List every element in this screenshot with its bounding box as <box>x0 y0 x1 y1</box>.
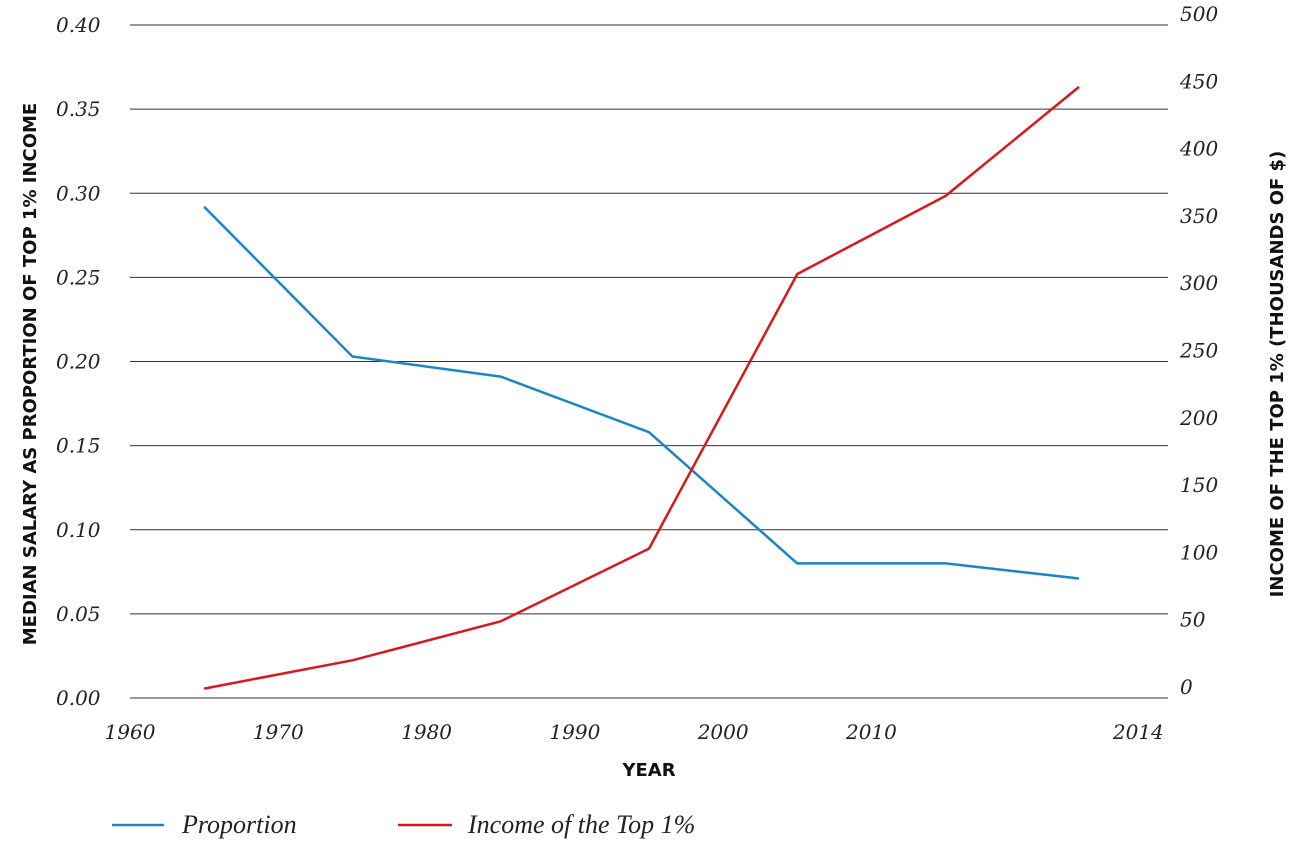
x-tick-label: 1970 <box>253 720 304 744</box>
right-tick-label: 300 <box>1180 271 1218 295</box>
right-tick-label: 200 <box>1179 406 1218 430</box>
left-axis-title: MEDIAN SALARY AS PROPORTION OF TOP 1% IN… <box>20 103 41 645</box>
legend: Proportion Income of the Top 1% <box>112 810 695 839</box>
series-line-income-top-1 <box>203 85 1080 690</box>
left-tick-label: 0.25 <box>56 265 101 289</box>
left-tick-label: 0.40 <box>56 13 101 37</box>
gridlines <box>130 24 1168 699</box>
left-tick-label: 0.20 <box>56 350 101 374</box>
x-axis-ticks: 1960 1970 1980 1990 2000 2010 2014 <box>105 720 1164 744</box>
left-tick-label: 0.00 <box>56 686 101 710</box>
right-tick-label: 250 <box>1179 339 1218 363</box>
right-tick-label: 500 <box>1180 2 1218 26</box>
x-tick-label: 1990 <box>549 720 600 744</box>
left-tick-label: 0.15 <box>56 434 101 458</box>
x-axis-title: YEAR <box>621 760 675 781</box>
x-tick-label: 2010 <box>845 720 897 744</box>
left-tick-label: 0.30 <box>56 181 101 205</box>
legend-label-income: Income of the Top 1% <box>467 810 695 839</box>
right-tick-label: 350 <box>1180 204 1218 228</box>
right-tick-label: 400 <box>1179 137 1218 161</box>
series-lines <box>203 85 1080 690</box>
right-tick-label: 150 <box>1180 473 1218 497</box>
left-tick-label: 0.05 <box>56 602 101 626</box>
left-tick-label: 0.10 <box>56 518 101 542</box>
right-axis-title: INCOME OF THE TOP 1% (THOUSANDS OF $) <box>1267 151 1288 598</box>
left-axis-ticks: 0.00 0.05 0.10 0.15 0.20 0.25 0.30 0.35 0.40 <box>56 13 101 710</box>
left-tick-label: 0.35 <box>56 97 101 121</box>
x-tick-label: 1960 <box>105 720 156 744</box>
right-tick-label: 0 <box>1180 675 1193 699</box>
right-tick-label: 450 <box>1179 69 1218 93</box>
right-axis-ticks: 0 50 100 150 200 250 300 350 400 450 500 <box>1179 2 1218 699</box>
legend-label-proportion: Proportion <box>181 810 297 839</box>
right-tick-label: 100 <box>1180 540 1218 564</box>
x-tick-label: 1980 <box>401 720 452 744</box>
right-tick-label: 50 <box>1180 608 1206 632</box>
x-tick-label: 2000 <box>697 720 749 744</box>
x-tick-label: 2014 <box>1112 720 1164 744</box>
series-line-proportion <box>203 205 1080 580</box>
